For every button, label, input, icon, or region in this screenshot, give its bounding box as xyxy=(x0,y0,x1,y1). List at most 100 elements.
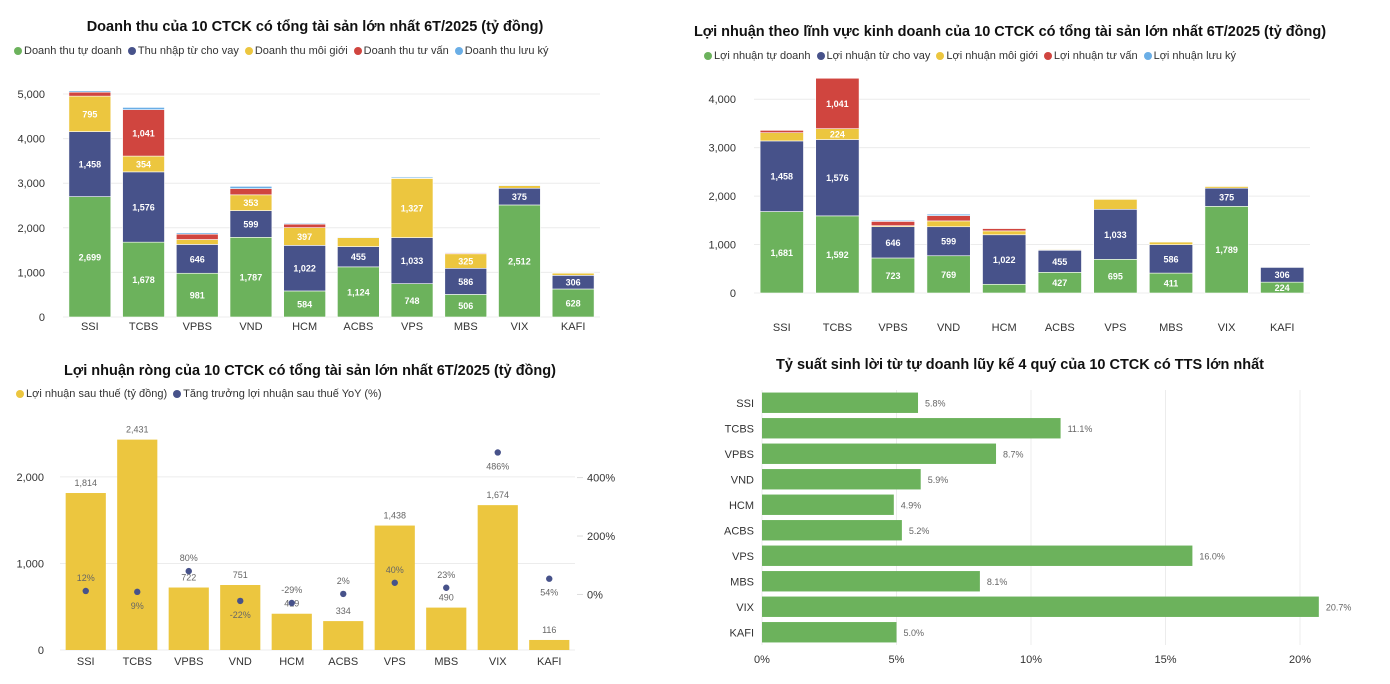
data-label: 455 xyxy=(351,252,366,262)
bar-data-label: 334 xyxy=(336,606,351,616)
x-tick-label: MBS xyxy=(454,321,478,333)
data-label: 584 xyxy=(297,299,312,309)
legend-item[interactable]: Doanh thu môi giới xyxy=(244,45,348,57)
legend-item[interactable]: Lợi nhuận môi giới xyxy=(936,50,1038,62)
y-tick-label: TCBS xyxy=(725,423,754,435)
data-label: 1,327 xyxy=(401,203,424,213)
y-tick-label: 0 xyxy=(730,288,736,300)
x-tick-label: VND xyxy=(239,321,262,333)
y-tick-label: HCM xyxy=(729,500,754,512)
bar-segment xyxy=(122,241,165,318)
data-label: 695 xyxy=(1108,272,1123,282)
bar-data-label: 20.7% xyxy=(1326,602,1352,612)
scatter-point xyxy=(288,599,295,607)
x-tick-label: MBS xyxy=(434,656,458,668)
chart-title: Lợi nhuận theo lĩnh vực kinh doanh của 1… xyxy=(693,24,1327,40)
y-tick-label: KAFI xyxy=(730,627,754,639)
bar-data-label: 4.9% xyxy=(901,500,922,510)
legend-item[interactable]: Lợi nhuận tư vấn xyxy=(1043,50,1138,62)
bar xyxy=(271,613,312,650)
legend-item[interactable]: Lợi nhuận tự doanh xyxy=(704,50,811,62)
data-label: 586 xyxy=(1163,254,1178,264)
legend-marker-icon xyxy=(353,47,362,55)
legend-item[interactable]: Tăng trưởng lợi nhuận sau thuế YoY (%) xyxy=(173,388,381,400)
legend-label: Tăng trưởng lợi nhuận sau thuế YoY (%) xyxy=(183,388,382,400)
bar-segment xyxy=(926,215,971,222)
bar xyxy=(426,607,467,650)
bar-segment xyxy=(1093,198,1138,200)
legend-item[interactable]: Lợi nhuận lưu ký xyxy=(1143,50,1236,62)
data-label: 2,699 xyxy=(79,252,102,262)
point-data-label: -22% xyxy=(230,610,251,620)
bar xyxy=(323,621,364,650)
x-tick-label: VPS xyxy=(401,321,423,333)
bar-segment xyxy=(1204,206,1249,294)
data-label: 411 xyxy=(1164,279,1179,289)
data-label: 353 xyxy=(243,198,258,208)
x-tick-label: MBS xyxy=(1159,322,1183,334)
x-tick-label: ACBS xyxy=(1045,322,1075,334)
bar-data-label: 8.1% xyxy=(987,577,1008,587)
bar-segment xyxy=(1037,248,1082,250)
data-label: 455 xyxy=(1052,257,1067,267)
data-label: 354 xyxy=(136,159,151,169)
data-label: 981 xyxy=(190,291,205,301)
bar-segment xyxy=(176,232,219,235)
x-tick-label: HCM xyxy=(292,321,317,333)
bar-data-label: 11.1% xyxy=(1068,424,1093,434)
data-label: 2,512 xyxy=(508,256,531,266)
bar-data-label: 1,814 xyxy=(74,478,97,488)
x-tick-label: VIX xyxy=(1218,322,1236,334)
bar-segment xyxy=(498,185,541,189)
chart-legend: Lợi nhuận sau thuế (tỷ đồng) Tăng trưởng … xyxy=(16,388,381,400)
legend-marker-icon xyxy=(1043,52,1052,60)
bar-segment xyxy=(176,239,219,245)
y-tick-label: 0 xyxy=(38,645,44,657)
legend-marker-icon xyxy=(127,47,136,55)
x-tick-label: TCBS xyxy=(129,321,158,333)
net-profit-chart-panel: Lợi nhuận ròng của 10 CTCK có tổng tài s… xyxy=(0,345,640,684)
bar-segment xyxy=(283,222,326,225)
data-label: 1,458 xyxy=(79,160,102,170)
bar-segment xyxy=(337,237,380,247)
bar-segment xyxy=(283,245,326,292)
bar-segment xyxy=(759,132,804,142)
bar-segment xyxy=(759,140,804,212)
legend-item[interactable]: Doanh thu tự doanh xyxy=(14,45,122,57)
bar-segment xyxy=(229,210,273,238)
bar-data-label: 5.0% xyxy=(904,628,925,638)
legend-label: Doanh thu tư vấn xyxy=(363,45,449,57)
legend-item[interactable]: Lợi nhuận sau thuế (tỷ đồng) xyxy=(16,388,167,400)
bar xyxy=(477,505,518,650)
y-tick-label: 2,000 xyxy=(708,191,736,203)
legend-marker-icon xyxy=(244,47,253,55)
bar-segment xyxy=(1093,259,1138,294)
legend-label: Lợi nhuận tư vấn xyxy=(1053,50,1138,62)
bar-segment xyxy=(390,283,434,318)
bar-data-label: 490 xyxy=(439,593,454,603)
point-data-label: 23% xyxy=(437,570,455,580)
bar xyxy=(762,622,897,643)
y-tick-label: VPBS xyxy=(725,449,754,461)
data-label: 1,576 xyxy=(132,203,155,213)
bar-segment xyxy=(871,220,915,222)
legend-item[interactable]: Lợi nhuận từ cho vay xyxy=(816,50,930,62)
legend-item[interactable]: Doanh thu tư vấn xyxy=(353,45,449,57)
bar xyxy=(762,520,902,541)
legend-marker-icon xyxy=(16,390,24,398)
y-tick-label: VPS xyxy=(732,551,754,563)
bar-segment xyxy=(337,266,380,318)
point-data-label: 486% xyxy=(486,461,509,471)
bar-data-label: 2,431 xyxy=(126,425,149,435)
point-data-label: 54% xyxy=(540,588,558,598)
data-label: 646 xyxy=(885,238,900,248)
data-label: 506 xyxy=(458,301,473,311)
legend-item[interactable]: Doanh thu lưu ký xyxy=(454,45,549,57)
bar-segment xyxy=(229,186,273,189)
bar xyxy=(529,639,570,650)
legend-marker-icon xyxy=(454,47,463,55)
legend-marker-icon xyxy=(14,47,22,55)
data-label: 586 xyxy=(458,277,473,287)
legend-item[interactable]: Thu nhập từ cho vay xyxy=(127,45,239,57)
x-tick-label: VND xyxy=(937,322,960,334)
